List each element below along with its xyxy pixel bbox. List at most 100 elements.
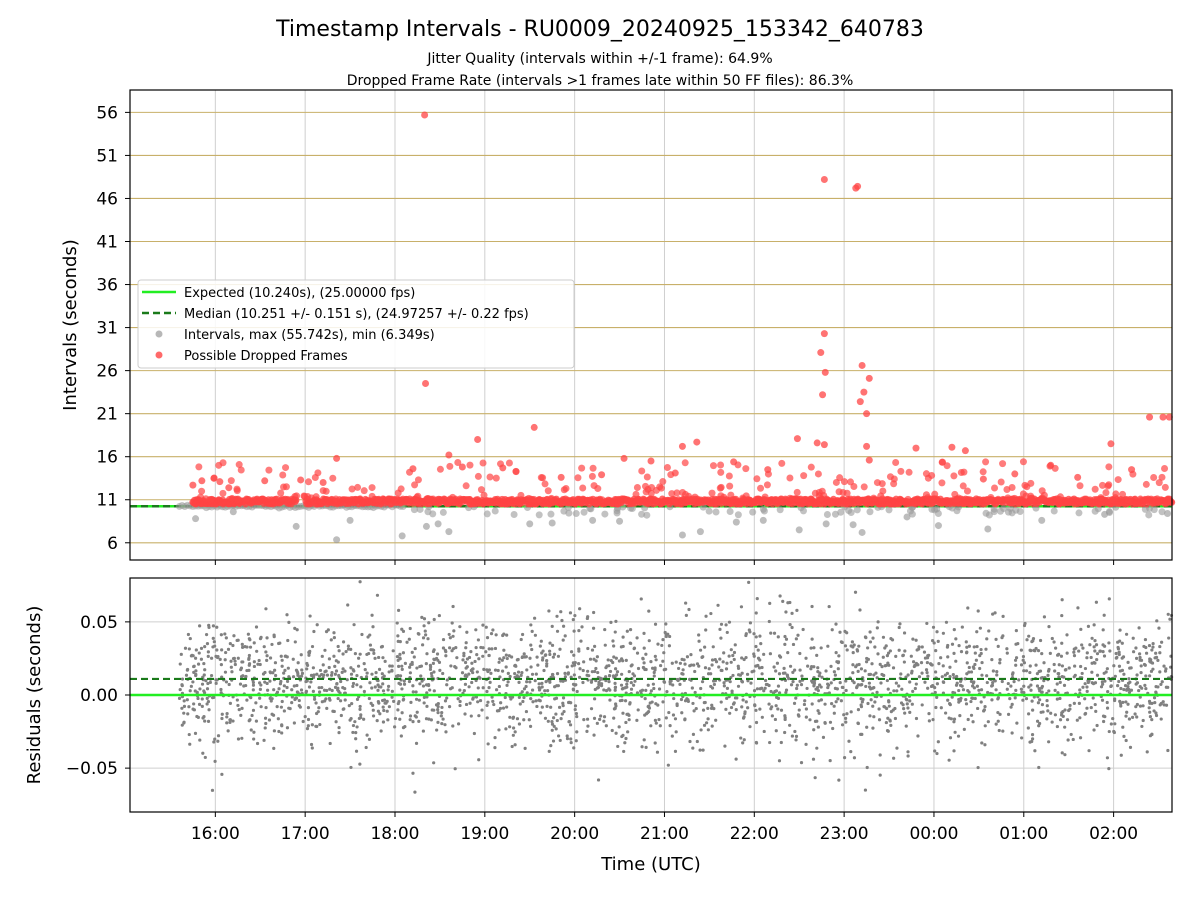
residual-point	[1085, 689, 1089, 693]
residual-point	[826, 644, 830, 648]
residual-point	[1095, 673, 1100, 677]
residual-point	[759, 641, 763, 646]
residual-point	[882, 673, 886, 678]
dropped-frame-point	[1038, 494, 1046, 502]
residual-point	[1138, 658, 1142, 662]
residual-point	[724, 667, 729, 671]
residual-point	[1047, 740, 1051, 744]
residual-point	[840, 685, 844, 689]
residual-point	[799, 683, 804, 687]
residual-point	[998, 661, 1002, 665]
residual-point	[1159, 682, 1163, 687]
residual-point	[791, 670, 795, 674]
residual-point	[628, 702, 632, 706]
residual-point	[320, 700, 324, 704]
residual-point	[405, 640, 409, 644]
residual-point	[1077, 649, 1081, 653]
residual-point	[691, 746, 695, 750]
residual-point	[863, 788, 868, 792]
residual-point	[335, 682, 339, 686]
residual-point	[755, 687, 760, 691]
residual-point	[598, 717, 602, 721]
residual-point	[1140, 724, 1144, 729]
residual-point	[736, 684, 741, 688]
residual-point	[213, 759, 217, 763]
interval-point	[526, 520, 534, 528]
residual-point	[1041, 710, 1045, 714]
residual-point	[502, 648, 506, 652]
residual-point	[230, 670, 234, 674]
residual-point	[1010, 702, 1014, 706]
residual-point	[713, 658, 717, 662]
dropped-frame-point	[265, 466, 273, 474]
residual-point	[485, 636, 490, 640]
residual-point	[285, 685, 289, 690]
residual-point	[1060, 711, 1064, 715]
dropped-frame-point	[854, 496, 862, 504]
dropped-frame-point	[638, 467, 646, 475]
intervals-y-tick-label: 41	[96, 233, 118, 253]
residual-point	[247, 668, 251, 672]
residual-point	[642, 738, 646, 742]
residual-point	[897, 684, 901, 688]
residual-point	[400, 687, 404, 691]
residual-point	[732, 650, 737, 655]
residual-point	[200, 697, 204, 701]
residual-point	[198, 738, 202, 742]
residual-point	[698, 696, 702, 700]
residual-point	[240, 645, 245, 649]
dropped-frame-point	[207, 496, 215, 504]
residual-point	[790, 611, 794, 615]
residual-point	[553, 685, 557, 689]
dropped-frame-point	[1004, 494, 1012, 502]
legend-intervals-label: Intervals, max (55.742s), min (6.349s)	[184, 328, 435, 343]
residual-point	[507, 654, 511, 658]
residual-point	[653, 654, 657, 658]
residual-point	[1027, 712, 1031, 716]
residual-point	[349, 672, 354, 676]
residual-point	[537, 682, 541, 686]
dropped-frame-point	[678, 442, 686, 450]
residual-point	[972, 680, 976, 684]
residual-point	[225, 715, 229, 719]
residual-point	[742, 657, 746, 662]
residual-point	[691, 701, 695, 706]
residual-point	[252, 660, 256, 664]
residual-point	[844, 716, 848, 721]
residual-point	[1056, 691, 1060, 695]
residual-point	[255, 741, 260, 746]
residual-point	[919, 661, 924, 665]
residual-point	[979, 651, 983, 656]
residual-point	[710, 724, 714, 728]
residual-point	[371, 703, 375, 707]
dropped-frame-point	[832, 478, 840, 486]
residual-point	[1089, 655, 1093, 660]
intervals-y-tick-label: 46	[96, 189, 118, 209]
residual-point	[805, 686, 809, 691]
residual-point	[851, 663, 855, 667]
residual-point	[1013, 658, 1018, 662]
residual-point	[374, 671, 378, 675]
dropped-frame-point	[243, 495, 251, 503]
residual-point	[203, 645, 207, 649]
residual-point	[556, 684, 560, 688]
residual-point	[205, 642, 210, 646]
residual-point	[1033, 749, 1037, 753]
residual-point	[1100, 680, 1104, 684]
residual-point	[869, 698, 873, 702]
residual-point	[833, 673, 837, 677]
residual-point	[891, 666, 896, 670]
residual-point	[1009, 705, 1013, 709]
residual-point	[439, 714, 443, 718]
residual-point	[300, 668, 304, 672]
residual-point	[258, 637, 263, 641]
residual-point	[636, 666, 641, 671]
residual-point	[892, 756, 896, 760]
residual-point	[856, 683, 860, 687]
residual-point	[378, 712, 382, 716]
residual-point	[953, 730, 957, 734]
dropped-frame-point	[620, 454, 628, 462]
residual-point	[661, 659, 665, 663]
residual-point	[197, 651, 201, 655]
dropped-frame-point	[999, 460, 1007, 468]
